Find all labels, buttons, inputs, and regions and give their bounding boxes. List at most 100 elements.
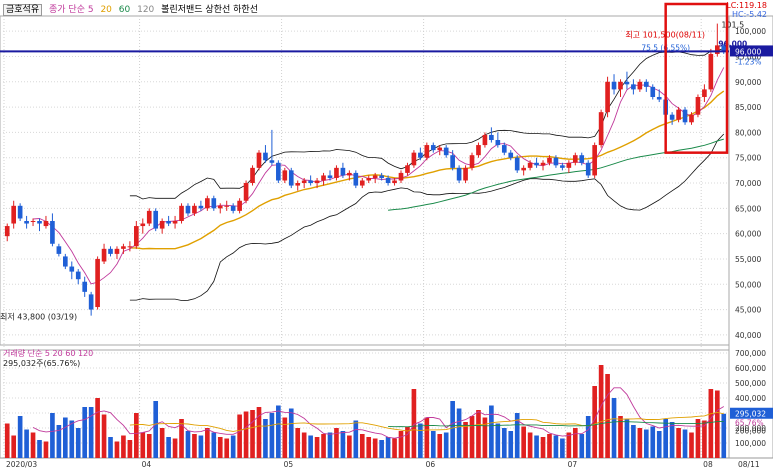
candle-body	[450, 155, 455, 168]
volume-bar	[637, 428, 643, 458]
volume-bar	[4, 423, 10, 458]
volume-legend-label: 거래량 단순 5 20 60 120	[3, 349, 94, 358]
candle-body	[295, 183, 301, 186]
price-tick-label: 90,000	[735, 78, 761, 87]
volume-tick-label: 700,000	[735, 349, 766, 358]
volume-bar	[95, 398, 100, 458]
candle-body	[476, 145, 481, 156]
candle-body	[69, 266, 75, 272]
volume-value-label: 295,032주(65.76%)	[3, 359, 81, 368]
candle-body	[17, 205, 23, 219]
candle-body	[82, 281, 88, 292]
volume-bar	[321, 434, 326, 458]
volume-bar	[372, 438, 378, 458]
candle-body	[585, 162, 591, 176]
candle-body	[243, 183, 249, 201]
candle-body	[159, 220, 165, 229]
volume-bar	[243, 411, 249, 458]
candle-body	[392, 180, 397, 184]
volume-bar	[134, 413, 139, 458]
candle-body	[24, 220, 29, 224]
volume-bar	[308, 435, 313, 458]
volume-bar	[585, 416, 591, 458]
volume-bar	[37, 440, 42, 458]
candle-body	[353, 172, 359, 186]
candle-body	[495, 140, 501, 146]
volume-bar	[495, 423, 501, 458]
volume-bar	[514, 413, 520, 458]
volume-bar	[527, 432, 533, 458]
price-tick-label: 50,000	[735, 280, 761, 289]
volume-bar	[624, 419, 630, 458]
candle-body	[347, 172, 352, 176]
volume-bar	[269, 413, 275, 458]
candle-body	[192, 205, 197, 214]
volume-bar	[69, 420, 75, 458]
volume-tick-label: 100,000	[735, 439, 766, 448]
volume-ma5-line	[32, 387, 725, 439]
price-legend: 금호석유 종가 단순 5 20 60 120 볼린저밴드 상한선 하한선	[3, 2, 262, 16]
candle-body	[508, 152, 514, 158]
volume-bar	[314, 437, 320, 458]
volume-bar	[482, 417, 488, 458]
candle-body	[146, 210, 152, 224]
volume-bar	[437, 434, 443, 458]
volume-bar	[108, 437, 113, 458]
volume-bar	[547, 434, 552, 458]
legend-ma20: 20	[100, 5, 112, 15]
price-tick-label: 85,000	[735, 103, 761, 112]
candle-body	[327, 175, 333, 178]
volume-bar	[566, 432, 572, 458]
volume-bar	[172, 438, 178, 458]
current-price-badge	[730, 45, 773, 57]
volume-bar	[185, 431, 191, 458]
volume-ma20-line	[129, 411, 724, 432]
candle-body	[469, 155, 475, 168]
candle-body	[598, 112, 604, 146]
volume-bar	[430, 431, 436, 458]
candle-body	[527, 162, 533, 168]
candle-body	[482, 134, 488, 146]
volume-bar	[508, 431, 514, 458]
candle-body	[656, 96, 662, 100]
candle-body	[643, 81, 649, 87]
current-volume-badge	[730, 407, 773, 419]
candle-body	[624, 81, 630, 85]
volume-bar	[714, 390, 720, 458]
candle-body	[443, 147, 449, 156]
volume-bar	[605, 374, 610, 458]
candle-body	[237, 200, 242, 211]
volume-bar	[663, 419, 668, 458]
current-price-label: 96,000	[735, 47, 761, 56]
volume-tick-label: 400,000	[735, 394, 766, 403]
volume-bar	[17, 416, 23, 458]
candle-body	[682, 109, 688, 123]
price-tick-label: 80,000	[735, 128, 761, 137]
candle-body	[30, 220, 36, 222]
candle-body	[340, 167, 346, 176]
candle-body	[463, 167, 468, 181]
volume-bar	[82, 407, 88, 458]
volume-bar	[88, 407, 94, 458]
candle-body	[75, 271, 81, 280]
volume-bar	[456, 408, 462, 458]
price-tick-label: 75,000	[735, 154, 761, 163]
candle-body	[611, 81, 617, 90]
volume-bar	[721, 413, 727, 458]
volume-ref-label: 200,000	[735, 427, 766, 436]
candle-body	[321, 175, 326, 181]
candle-body	[114, 248, 120, 254]
candle-body	[424, 145, 430, 158]
candle-body	[263, 152, 268, 161]
volume-bar	[327, 432, 333, 458]
candle-body	[714, 45, 720, 54]
volume-bar	[256, 407, 262, 458]
candle-body	[521, 167, 526, 171]
candle-body	[4, 226, 10, 237]
volume-bar	[656, 431, 662, 458]
candle-body	[637, 81, 643, 90]
legend-ma60: 60	[118, 5, 131, 15]
candle-body	[217, 205, 223, 209]
candle-body	[334, 167, 339, 178]
